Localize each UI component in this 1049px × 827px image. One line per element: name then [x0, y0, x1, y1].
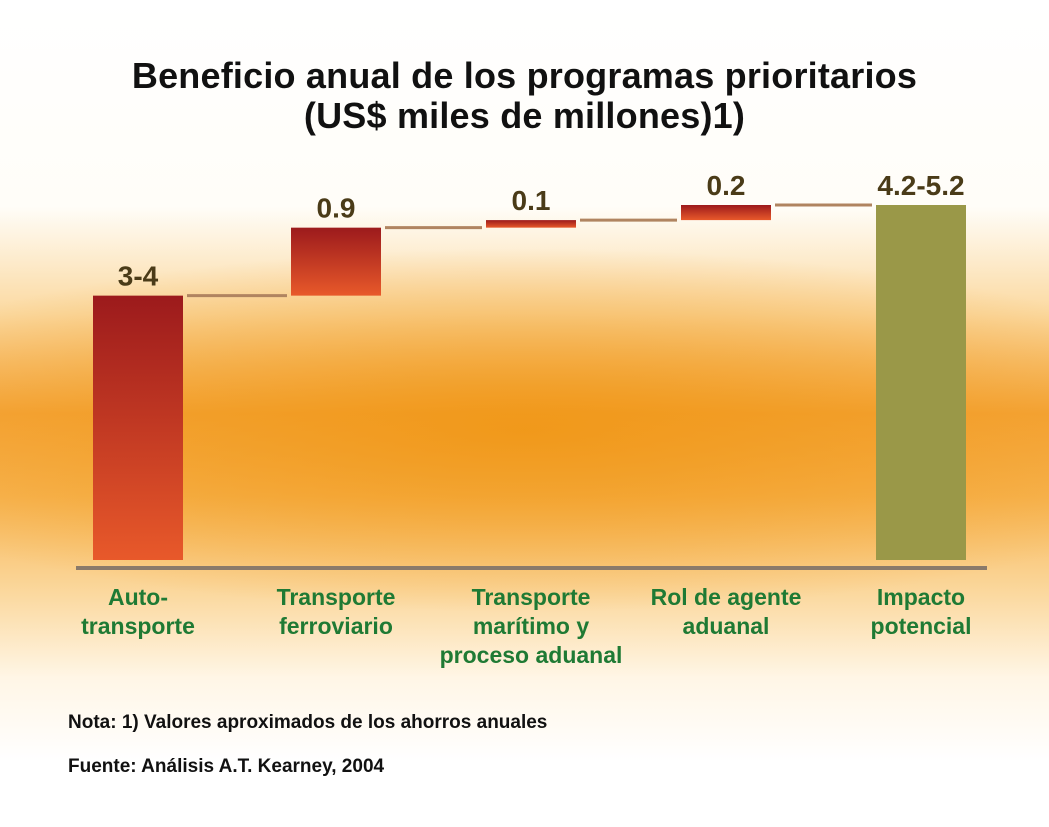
value-label-1: 3-4 — [118, 261, 159, 292]
category-label-3: Transporte marítimo y proceso aduanal — [439, 584, 623, 668]
bar-4 — [681, 205, 771, 221]
value-label-4: 0.2 — [707, 170, 746, 201]
bar-2 — [291, 227, 381, 296]
category-label-5: Impacto potencial — [870, 584, 972, 639]
note-text: Nota: 1) Valores aproximados de los ahor… — [68, 712, 548, 733]
value-label-5: 4.2-5.2 — [877, 170, 964, 201]
category-label-4: Rol de agente aduanal — [650, 584, 802, 639]
chart-subtitle: (US$ miles de millones)1) — [303, 95, 746, 136]
value-label-2: 0.9 — [317, 193, 356, 224]
category-label-1: Auto- transporte — [81, 584, 195, 639]
category-label-2: Transporte ferroviario — [276, 584, 396, 639]
chart-title-line1: Beneficio anual de los programas priorit… — [131, 55, 918, 96]
value-label-3: 0.1 — [512, 185, 551, 216]
bar-1 — [93, 295, 183, 560]
chart-title: Beneficio anual de los programas priorit… — [0, 56, 1049, 136]
bar-3 — [486, 220, 576, 228]
source-text: Fuente: Análisis A.T. Kearney, 2004 — [68, 756, 385, 777]
bar-5 — [876, 205, 966, 560]
